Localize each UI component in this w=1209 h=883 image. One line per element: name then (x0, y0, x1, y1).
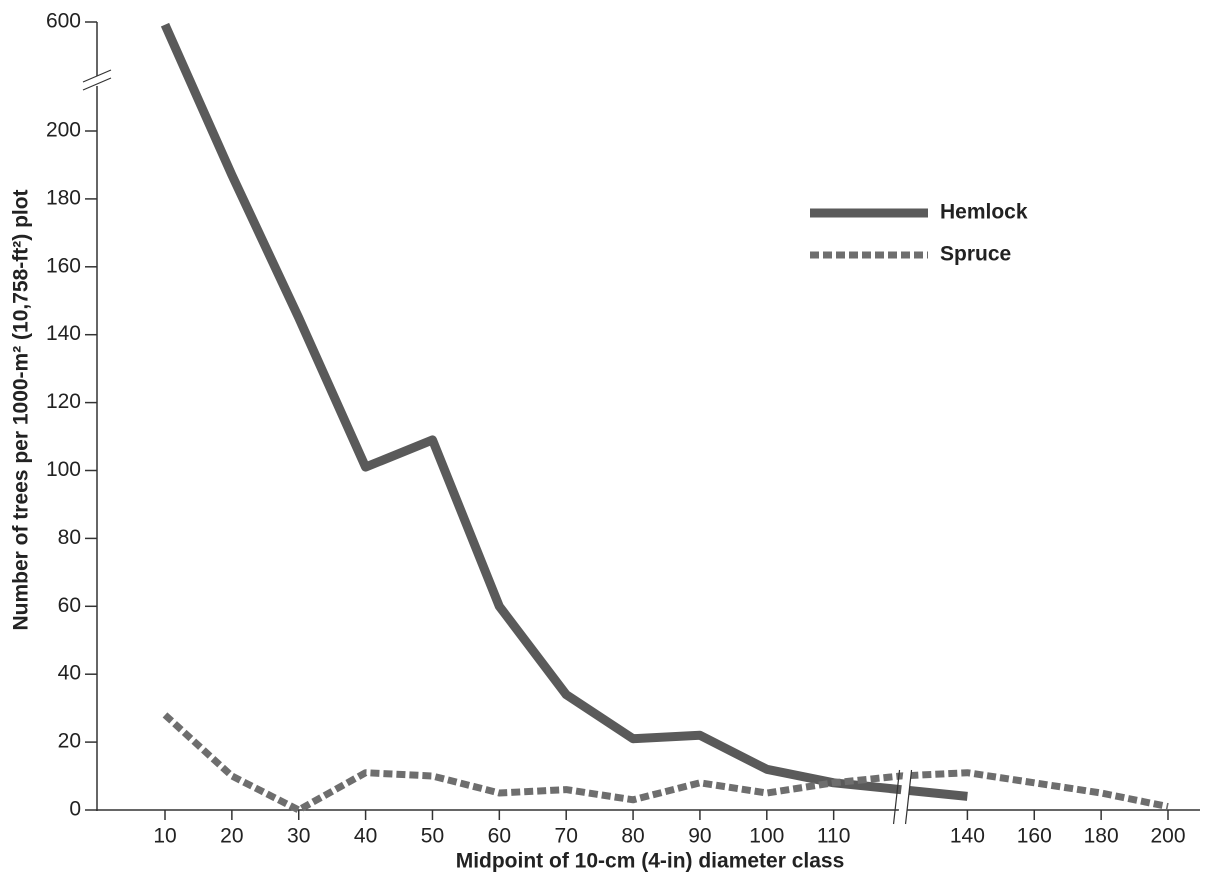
x-tick-label: 80 (621, 825, 644, 848)
y-tick-label: 40 (58, 662, 81, 685)
x-tick-label: 30 (287, 825, 310, 848)
y-tick-label: 180 (46, 186, 81, 209)
y-tick-label: 120 (46, 390, 81, 413)
legend-label: Spruce (940, 243, 1011, 266)
series-line (162, 712, 1169, 814)
y-tick-label: 200 (46, 119, 81, 142)
x-tick-label: 50 (421, 825, 444, 848)
x-tick-label: 70 (555, 825, 578, 848)
x-axis-break (892, 769, 913, 825)
y-tick-label: 20 (58, 730, 81, 753)
plot-area (160, 22, 1169, 814)
y-tick-label: 80 (58, 526, 81, 549)
x-tick-label: 20 (220, 825, 243, 848)
x-tick-label: 200 (1150, 825, 1185, 848)
y-tick-label: 0 (69, 798, 81, 821)
y-tick-label: 140 (46, 322, 81, 345)
x-tick-label: 100 (749, 825, 784, 848)
x-tick-label: 180 (1084, 825, 1119, 848)
series-line (160, 22, 968, 801)
x-tick-label: 90 (688, 825, 711, 848)
y-tick-label: 100 (46, 458, 81, 481)
x-tick-label: 40 (354, 825, 377, 848)
x-tick-label: 110 (817, 825, 850, 848)
y-axis-break-gap (94, 76, 100, 86)
x-tick-label: 160 (1017, 825, 1052, 848)
x-tick-label: 140 (950, 825, 985, 848)
y-tick-label: 600 (46, 10, 81, 33)
legend-label: Hemlock (940, 201, 1028, 224)
x-tick-label: 10 (153, 825, 176, 848)
x-axis-title: Midpoint of 10-cm (4-in) diameter class (456, 850, 845, 873)
x-axis-break-gap (897, 770, 912, 822)
y-tick-label: 60 (58, 594, 81, 617)
y-axis-title: Number of trees per 1000-m² (10,758-ft²)… (10, 189, 33, 630)
y-tick-label: 160 (46, 254, 81, 277)
x-tick-label: 60 (488, 825, 511, 848)
y-axis-break (82, 69, 112, 91)
